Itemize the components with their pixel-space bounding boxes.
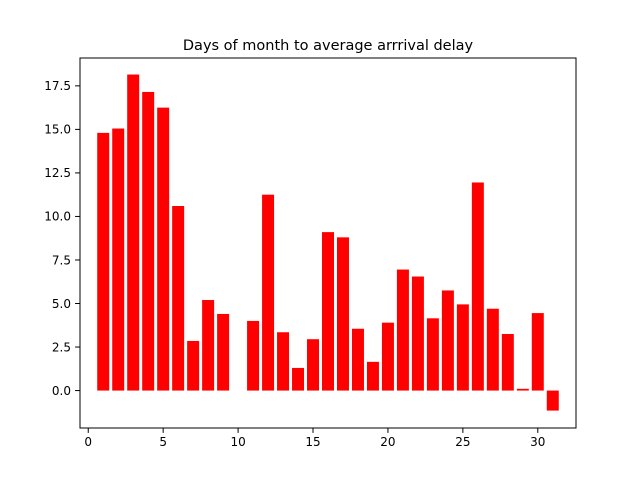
x-tick-label: 15 bbox=[305, 435, 320, 449]
bar-day-8 bbox=[202, 300, 215, 391]
y-tick-label: 17.5 bbox=[44, 79, 71, 93]
bar-day-26 bbox=[471, 182, 484, 391]
x-tick-label: 0 bbox=[84, 435, 92, 449]
bar-day-29 bbox=[516, 388, 529, 391]
x-tick-label: 30 bbox=[530, 435, 545, 449]
bar-day-12 bbox=[262, 194, 275, 391]
y-tick-label: 10.0 bbox=[44, 210, 71, 224]
plot-area-frame bbox=[79, 57, 577, 429]
bar-day-11 bbox=[247, 320, 260, 391]
bar-day-3 bbox=[127, 74, 140, 391]
bar-day-16 bbox=[322, 232, 334, 391]
x-tick-label: 5 bbox=[159, 435, 167, 449]
bar-day-5 bbox=[157, 107, 170, 391]
bar-day-9 bbox=[217, 313, 230, 391]
bars-group bbox=[97, 74, 559, 411]
chart-title: Days of month to average arrrival delay bbox=[183, 38, 474, 54]
bar-day-17 bbox=[336, 237, 349, 391]
x-tick-label: 25 bbox=[455, 435, 470, 449]
bar-day-22 bbox=[411, 276, 424, 391]
x-axis: 0 5 10 15 20 25 30 bbox=[84, 428, 545, 449]
bar-day-7 bbox=[187, 340, 200, 391]
y-tick-label: 2.5 bbox=[52, 340, 71, 354]
bar-day-15 bbox=[307, 339, 320, 391]
y-tick-label: 12.5 bbox=[44, 166, 71, 180]
y-tick-label: 15.0 bbox=[44, 123, 71, 137]
bar-day-21 bbox=[396, 269, 409, 391]
bar-day-18 bbox=[351, 328, 364, 391]
bar-day-6 bbox=[172, 206, 185, 391]
bar-day-31 bbox=[546, 390, 559, 411]
y-tick-label: 7.5 bbox=[52, 253, 71, 267]
bar-day-2 bbox=[112, 128, 125, 391]
bar-day-27 bbox=[486, 308, 499, 391]
bar-day-25 bbox=[456, 304, 469, 391]
x-tick-label: 20 bbox=[380, 435, 395, 449]
bar-day-19 bbox=[366, 361, 379, 391]
bar-day-14 bbox=[292, 367, 305, 391]
y-axis: 0.0 2.5 5.0 7.5 10.0 12.5 15.0 17.5 bbox=[44, 79, 80, 398]
bar-day-13 bbox=[277, 332, 290, 391]
bar-day-4 bbox=[142, 91, 155, 391]
y-tick-label: 5.0 bbox=[52, 297, 71, 311]
bar-day-20 bbox=[381, 322, 394, 391]
bar-day-28 bbox=[501, 333, 514, 391]
x-tick-label: 10 bbox=[230, 435, 245, 449]
bar-day-30 bbox=[531, 313, 544, 391]
bar-day-23 bbox=[426, 318, 439, 391]
bar-day-1 bbox=[97, 132, 110, 391]
bar-day-24 bbox=[441, 290, 454, 391]
y-tick-label: 0.0 bbox=[52, 384, 71, 398]
